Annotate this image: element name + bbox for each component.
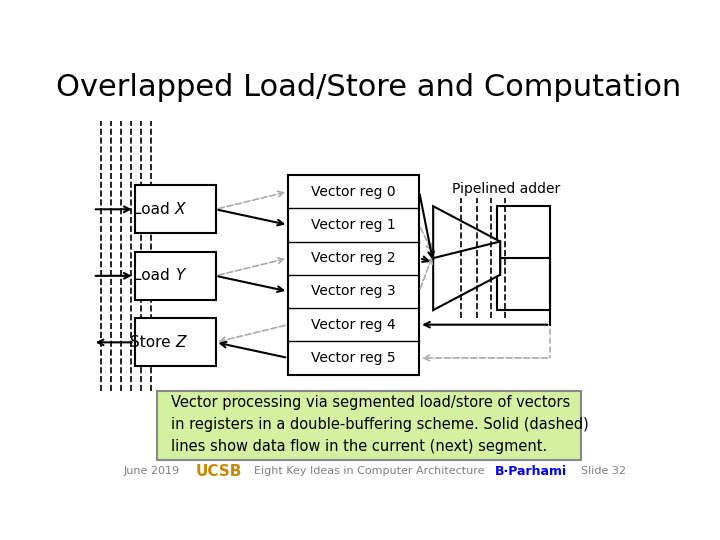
- Polygon shape: [433, 241, 500, 310]
- Polygon shape: [433, 206, 500, 275]
- Text: Overlapped Load/Store and Computation: Overlapped Load/Store and Computation: [56, 73, 682, 102]
- Text: Y: Y: [175, 268, 184, 284]
- FancyBboxPatch shape: [498, 206, 550, 310]
- Text: Z: Z: [175, 335, 186, 350]
- Text: Load: Load: [133, 202, 175, 217]
- Text: June 2019: June 2019: [124, 467, 179, 476]
- Text: Slide 32: Slide 32: [580, 467, 626, 476]
- Text: B·Parhami: B·Parhami: [495, 465, 567, 478]
- FancyBboxPatch shape: [157, 391, 581, 460]
- FancyBboxPatch shape: [288, 175, 419, 375]
- Text: Vector reg 3: Vector reg 3: [311, 285, 396, 299]
- Text: Vector processing via segmented load/store of vectors
in registers in a double-b: Vector processing via segmented load/sto…: [171, 395, 589, 454]
- Text: Pipelined adder: Pipelined adder: [451, 182, 560, 196]
- Text: Vector reg 5: Vector reg 5: [311, 351, 396, 365]
- Text: Load: Load: [133, 268, 175, 284]
- Text: Vector reg 2: Vector reg 2: [311, 251, 396, 265]
- FancyBboxPatch shape: [135, 319, 215, 366]
- Text: X: X: [175, 202, 186, 217]
- FancyBboxPatch shape: [135, 252, 215, 300]
- FancyBboxPatch shape: [135, 185, 215, 233]
- Text: Vector reg 0: Vector reg 0: [311, 185, 396, 199]
- Text: Vector reg 1: Vector reg 1: [311, 218, 396, 232]
- Text: UCSB: UCSB: [195, 464, 241, 479]
- Text: Store: Store: [130, 335, 175, 350]
- Text: Vector reg 4: Vector reg 4: [311, 318, 396, 332]
- Text: Eight Key Ideas in Computer Architecture: Eight Key Ideas in Computer Architecture: [253, 467, 485, 476]
